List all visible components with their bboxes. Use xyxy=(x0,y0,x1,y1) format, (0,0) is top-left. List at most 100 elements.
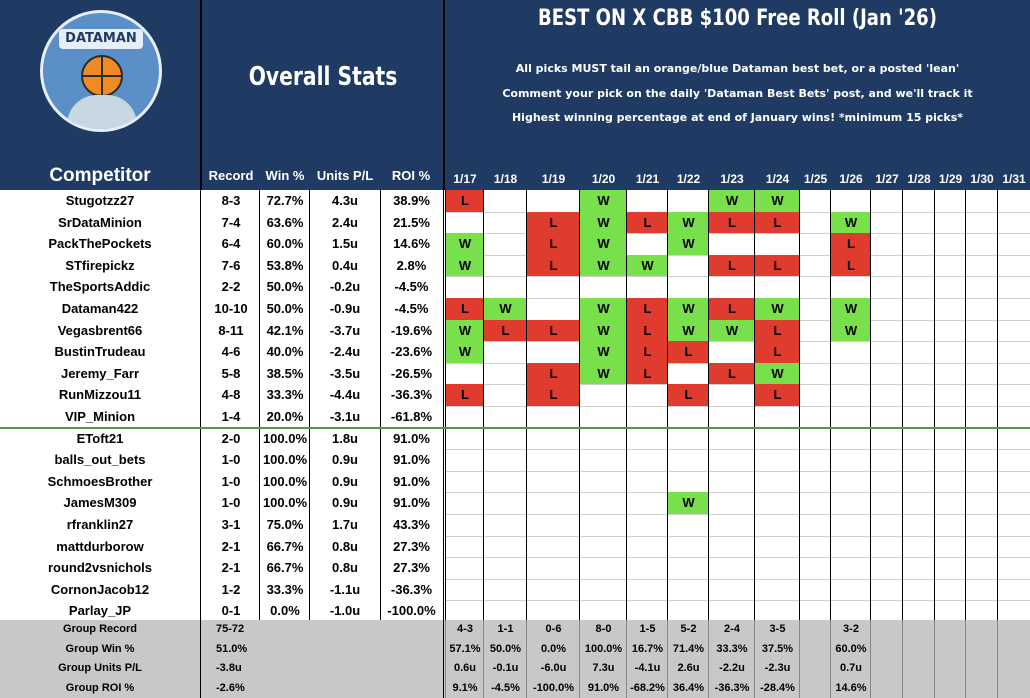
summary-daily-value: 50.0% xyxy=(489,642,522,655)
column-divider xyxy=(483,620,484,698)
cell-units: -2.4u xyxy=(329,344,361,360)
row-divider xyxy=(445,384,1030,386)
cell-record: 7-6 xyxy=(221,257,241,273)
summary-daily-value: -36.3% xyxy=(714,681,750,694)
cell-win: 66.7% xyxy=(266,538,304,554)
pick-loss: L xyxy=(446,298,484,320)
cell-record: 5-8 xyxy=(221,365,241,381)
summary-label: Group Units P/L xyxy=(58,662,142,674)
date-header-7: 1/24 xyxy=(765,172,790,186)
row-divider xyxy=(445,341,1030,343)
col-header-units: Units P/L xyxy=(316,168,374,183)
pick-loss: L xyxy=(446,190,484,212)
row-divider xyxy=(445,449,1030,451)
pick-win: W xyxy=(446,233,484,255)
summary-daily-value: -2.2u xyxy=(719,662,745,674)
table-row: JamesM309 1-0 100.0% 0.9u 91.0% W xyxy=(0,492,1030,514)
summary-daily-value: 71.4% xyxy=(672,642,705,655)
summary-total: -2.6% xyxy=(216,681,245,694)
cell-record: 7-4 xyxy=(221,214,241,230)
pick-win: W xyxy=(831,298,871,320)
summary-daily-value: 8-0 xyxy=(595,623,612,635)
pick-win: W xyxy=(580,341,627,363)
cell-roi: 43.3% xyxy=(393,517,430,532)
date-header-2: 1/19 xyxy=(541,172,566,186)
summary-daily-value: 36.4% xyxy=(672,681,705,694)
pick-loss: L xyxy=(755,254,800,277)
cell-win: 100.0% xyxy=(262,452,308,468)
cell-name: round2vsnichols xyxy=(47,560,153,576)
cell-record: 1-4 xyxy=(221,409,241,424)
cell-units: -0.2u xyxy=(329,279,361,295)
cell-roi: -4.5% xyxy=(394,279,429,295)
column-divider xyxy=(259,190,260,622)
col-header-record: Record xyxy=(208,168,254,183)
summary-label: Group Win % xyxy=(65,642,135,655)
column-divider xyxy=(445,190,446,622)
date-header-3: 1/20 xyxy=(591,172,616,186)
cell-win: 100.0% xyxy=(262,473,308,489)
pick-win: W xyxy=(668,492,709,514)
pick-loss: L xyxy=(627,319,668,342)
cell-roi: 91.0% xyxy=(393,430,430,446)
pick-loss: L xyxy=(527,211,580,234)
column-divider xyxy=(200,190,201,622)
col-header-roi: ROI % xyxy=(391,168,431,183)
cell-name: rfranklin27 xyxy=(66,517,134,532)
cell-roi: -4.5% xyxy=(394,301,429,316)
column-divider xyxy=(309,190,310,622)
cell-win: 75.0% xyxy=(266,517,304,532)
pick-loss: L xyxy=(755,384,800,406)
column-divider xyxy=(626,190,627,622)
cell-record: 1-0 xyxy=(221,473,241,489)
cell-units: -1.0u xyxy=(329,603,361,619)
cell-units: -0.9u xyxy=(329,301,361,316)
header-banner: DATAMAN Overall Stats BEST ON X CBB $100… xyxy=(0,0,1030,190)
row-divider xyxy=(445,470,1030,472)
summary-daily-value: 3-2 xyxy=(843,623,859,635)
cell-win: 50.0% xyxy=(266,301,304,316)
pick-win: W xyxy=(668,211,709,234)
column-divider xyxy=(754,620,755,698)
cell-win: 53.8% xyxy=(266,257,304,273)
cell-win: 50.0% xyxy=(266,279,304,295)
column-divider xyxy=(445,620,446,698)
pick-win: W xyxy=(484,298,527,320)
column-divider xyxy=(997,190,998,622)
table-row: BustinTrudeau 4-6 40.0% -2.4u -23.6% W W L L L xyxy=(0,341,1030,363)
cell-units: 0.9u xyxy=(331,452,358,468)
pick-loss: L xyxy=(668,341,709,363)
cell-name: Vegasbrent66 xyxy=(57,322,143,338)
cell-roi: 91.0% xyxy=(393,495,430,511)
row-divider xyxy=(445,406,1030,407)
group-separator xyxy=(0,426,1030,429)
summary-daily-value: -0.1u xyxy=(492,662,519,674)
cell-roi: 14.6% xyxy=(393,236,430,252)
column-divider xyxy=(965,190,966,622)
column-divider xyxy=(830,190,831,622)
pick-loss: L xyxy=(627,362,668,385)
column-divider xyxy=(626,620,627,698)
summary-daily-value: 57.1% xyxy=(449,642,481,655)
date-header-9: 1/26 xyxy=(839,172,863,186)
cell-roi: 38.9% xyxy=(393,193,430,208)
column-divider xyxy=(483,190,484,622)
date-header-8: 1/25 xyxy=(803,172,828,186)
pick-win: W xyxy=(755,362,800,385)
cell-record: 2-1 xyxy=(221,538,241,554)
cell-units: 1.7u xyxy=(331,517,358,532)
summary-daily-value: 0.7u xyxy=(839,662,862,674)
cell-roi: -36.3% xyxy=(390,387,433,403)
summary-daily-value: 37.5% xyxy=(761,642,794,655)
pick-loss: L xyxy=(755,341,800,363)
cell-units: 1.8u xyxy=(331,430,358,446)
cell-win: 60.0% xyxy=(266,236,304,252)
column-divider xyxy=(380,190,381,622)
cell-name: PackThePockets xyxy=(48,236,152,252)
summary-daily-value: 5-2 xyxy=(680,623,697,635)
cell-units: -3.1u xyxy=(329,409,361,424)
cell-name: RunMizzou11 xyxy=(58,387,142,403)
pick-win: W xyxy=(580,254,627,277)
pick-loss: L xyxy=(527,319,580,342)
cell-win: 40.0% xyxy=(266,344,304,360)
